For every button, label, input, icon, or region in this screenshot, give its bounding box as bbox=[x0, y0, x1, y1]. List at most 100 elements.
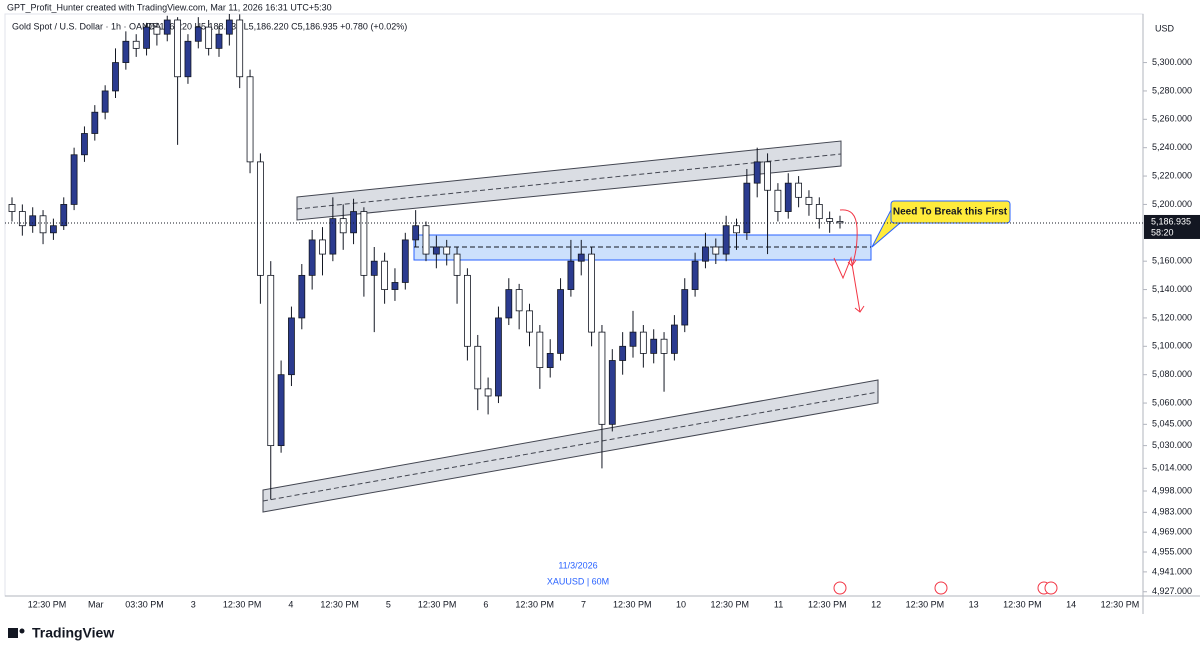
y-tick-label: 5,280.000 bbox=[1152, 85, 1192, 95]
y-tick-label: 5,220.000 bbox=[1152, 170, 1192, 180]
candle-body bbox=[577, 253, 585, 262]
candle-body bbox=[691, 260, 699, 290]
x-tick-label: 12:30 PM bbox=[613, 599, 652, 609]
candle-body bbox=[153, 26, 161, 35]
candle-body bbox=[236, 19, 244, 78]
candle-body bbox=[8, 204, 16, 212]
x-tick-label: 12:30 PM bbox=[418, 599, 457, 609]
y-tick-label: 4,998.000 bbox=[1152, 485, 1192, 495]
y-tick-label: 5,240.000 bbox=[1152, 142, 1192, 152]
y-tick-label: 4,955.000 bbox=[1152, 546, 1192, 556]
candle-body bbox=[39, 215, 47, 234]
x-tick-label: 12:30 PM bbox=[1101, 599, 1140, 609]
candle-body bbox=[505, 289, 513, 319]
y-tick-label: 5,300.000 bbox=[1152, 57, 1192, 67]
candle-body bbox=[350, 211, 357, 234]
candle-body bbox=[681, 289, 689, 326]
arrow-path bbox=[839, 209, 858, 267]
candle-body bbox=[122, 40, 130, 63]
y-tick-label: 5,100.000 bbox=[1152, 341, 1192, 351]
candle-body bbox=[225, 19, 233, 35]
x-tick-label: 11 bbox=[774, 599, 783, 609]
date-note: 11/3/2026 bbox=[558, 560, 597, 570]
x-tick-label: 4 bbox=[288, 599, 293, 609]
candle-body bbox=[132, 40, 140, 49]
brand-logo: TradingView bbox=[8, 625, 114, 641]
candle-body bbox=[764, 161, 771, 191]
candle-body bbox=[329, 218, 337, 255]
candle-body bbox=[401, 239, 409, 283]
candle-body bbox=[18, 211, 26, 227]
y-tick-label: 4,941.000 bbox=[1152, 566, 1192, 576]
candle-body bbox=[422, 225, 430, 255]
x-tick-label: 7 bbox=[581, 599, 586, 609]
candle-body bbox=[650, 338, 658, 354]
candle-body bbox=[639, 331, 647, 354]
candle-body bbox=[733, 225, 740, 234]
candle-body bbox=[143, 26, 150, 49]
candle-body bbox=[588, 253, 595, 333]
candle-body bbox=[443, 246, 451, 255]
candle-body bbox=[432, 246, 440, 255]
candle-body bbox=[60, 204, 68, 227]
upper-channel-mid bbox=[296, 153, 842, 210]
y-tick-label: 5,045.000 bbox=[1152, 419, 1192, 429]
candle-body bbox=[567, 260, 575, 290]
candle-body bbox=[194, 26, 202, 42]
last-price-box bbox=[1144, 214, 1200, 239]
candle-body bbox=[826, 218, 834, 222]
symbol-note: XAUUSD | 60M bbox=[547, 576, 609, 586]
candle-body bbox=[453, 253, 461, 276]
candle-body bbox=[495, 317, 502, 397]
candles bbox=[8, 14, 844, 500]
brand-text: TradingView bbox=[32, 625, 114, 641]
candle-body bbox=[598, 331, 606, 425]
y-tick-label: 4,927.000 bbox=[1152, 586, 1192, 596]
candle-body bbox=[660, 338, 668, 354]
y-tick-label: 5,030.000 bbox=[1152, 440, 1192, 450]
candle-body bbox=[29, 215, 37, 227]
x-tick-label: 6 bbox=[483, 599, 488, 609]
candle-body bbox=[774, 189, 782, 212]
candle-body bbox=[101, 90, 109, 113]
candle-body bbox=[319, 239, 326, 255]
candle-body bbox=[277, 374, 285, 447]
candle-body bbox=[608, 360, 616, 425]
y-tick-label: 5,014.000 bbox=[1152, 463, 1192, 473]
y-tick-label: 5,160.000 bbox=[1152, 256, 1192, 266]
candle-body bbox=[70, 154, 78, 205]
candle-body bbox=[381, 260, 389, 290]
y-tick-label: 4,969.000 bbox=[1152, 527, 1192, 537]
drawings: Need To Break this First bbox=[262, 140, 1058, 595]
candle-body bbox=[163, 19, 171, 35]
candle-body bbox=[526, 310, 533, 333]
y-tick-label: 5,260.000 bbox=[1152, 114, 1192, 124]
candle-body bbox=[112, 62, 119, 92]
logo-mark bbox=[8, 628, 18, 638]
x-tick-label: 12:30 PM bbox=[515, 599, 554, 609]
candle-body bbox=[536, 331, 544, 368]
candle-body bbox=[412, 225, 420, 241]
candle-body bbox=[215, 33, 223, 49]
x-tick-label: 12:30 PM bbox=[906, 599, 945, 609]
candle-body bbox=[308, 239, 316, 276]
candle-body bbox=[360, 211, 368, 276]
x-tick-label: 14 bbox=[1066, 599, 1076, 609]
y-tick-label: 5,140.000 bbox=[1152, 284, 1192, 294]
lower-channel-mid bbox=[262, 391, 879, 502]
candle-body bbox=[288, 317, 295, 376]
countdown: 58:20 bbox=[1151, 227, 1174, 237]
event-icon bbox=[1044, 581, 1058, 595]
y-tick-label: 5,060.000 bbox=[1152, 397, 1192, 407]
candle-body bbox=[391, 282, 399, 290]
symbol-title: Gold Spot / U.S. Dollar · 1h · OANDA bbox=[12, 21, 161, 31]
candle-body bbox=[205, 26, 213, 49]
candle-body bbox=[515, 289, 523, 312]
x-tick-label: 12:30 PM bbox=[28, 599, 67, 609]
candle-body bbox=[629, 331, 637, 347]
x-tick-label: 10 bbox=[676, 599, 686, 609]
y-tick-label: 5,120.000 bbox=[1152, 312, 1192, 322]
candle-body bbox=[184, 40, 192, 78]
